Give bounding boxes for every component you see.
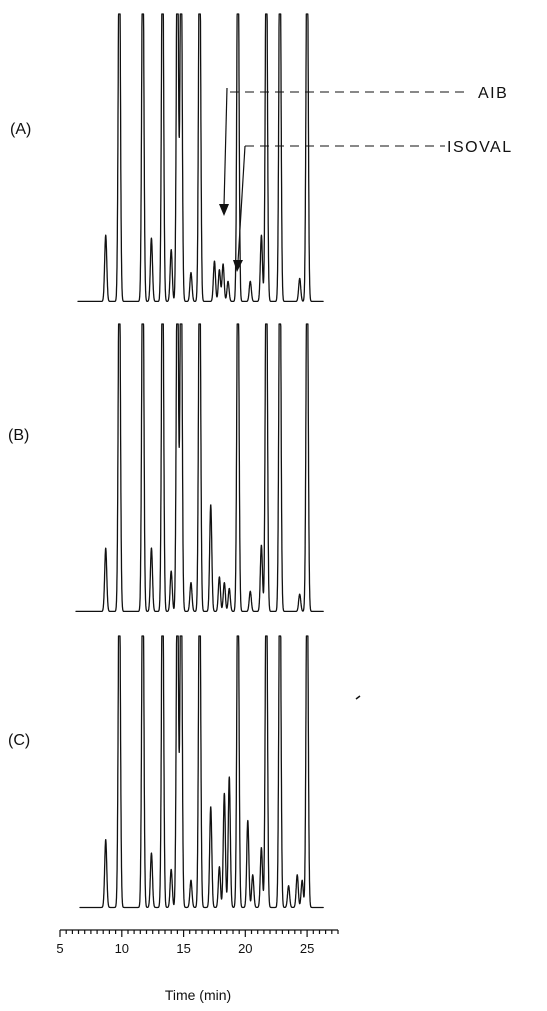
x-tick-label: 20 bbox=[238, 941, 252, 956]
panel-label-a: (A) bbox=[10, 121, 31, 138]
panel-c: (C) bbox=[8, 635, 324, 909]
x-tick-label: 25 bbox=[300, 941, 314, 956]
time-axis-title: Time (min) bbox=[165, 987, 231, 1003]
aib-label: AIB bbox=[478, 85, 508, 102]
isoval-label: ISOVAL bbox=[447, 139, 513, 156]
x-tick-label: 10 bbox=[115, 941, 129, 956]
chromatogram-trace-c bbox=[79, 635, 324, 909]
x-tick-label: 5 bbox=[56, 941, 63, 956]
chromatogram-trace-a bbox=[77, 13, 324, 303]
isoval-arrow-line bbox=[237, 145, 246, 263]
x-tick-label: 15 bbox=[176, 941, 190, 956]
chromatogram-trace-b bbox=[75, 323, 324, 613]
scan-speck bbox=[355, 695, 361, 700]
aib-arrow-line bbox=[223, 87, 228, 207]
panel-label-c: (C) bbox=[8, 732, 30, 749]
panel-a: (A) AIB ISOVAL bbox=[10, 13, 513, 303]
panel-label-b: (B) bbox=[8, 427, 29, 444]
time-axis: 5 10 15 20 25 bbox=[56, 929, 339, 956]
isoval-arrow-head bbox=[233, 260, 243, 272]
panel-b: (B) bbox=[8, 323, 324, 613]
peak-annotations: AIB ISOVAL bbox=[219, 85, 513, 272]
aib-arrow-head bbox=[219, 204, 229, 216]
